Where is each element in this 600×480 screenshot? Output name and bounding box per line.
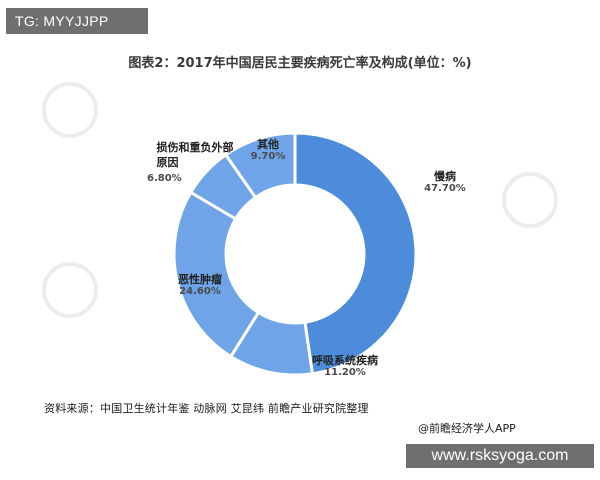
- watermark-icon: [502, 172, 558, 228]
- slice-value-label: 9.70%: [250, 151, 286, 162]
- slice-value-label: 24.60%: [179, 286, 221, 297]
- chart-title: 图表2：2017年中国居民主要疾病死亡率及构成(单位：%): [128, 56, 472, 71]
- slice-value-label: 11.20%: [324, 367, 366, 378]
- brand-line: @前瞻经济学人APP: [418, 422, 516, 435]
- donut-slice: [223, 131, 297, 200]
- watermark-icon: [42, 82, 98, 138]
- slice-value-label: 47.70%: [424, 183, 466, 194]
- watermark-icon: [42, 262, 98, 318]
- url-label: www.rsksyoga.com: [406, 444, 594, 468]
- slice-label: 慢病: [434, 170, 456, 183]
- donut-slice: [293, 131, 418, 376]
- slice-label: 其他: [257, 138, 279, 151]
- source-line: 资料来源：中国卫生统计年鉴 动脉网 艾昆纬 前瞻产业研究院整理: [44, 402, 369, 415]
- slice-label: 损伤和重负外部 原因: [156, 141, 234, 169]
- slice-value-label: 6.80%: [147, 173, 182, 184]
- donut-slice: [172, 190, 261, 359]
- slice-label: 呼吸系统疾病: [312, 354, 378, 367]
- slice-label: 恶性肿瘤: [178, 273, 222, 286]
- tag-label: TG: MYYJJPP: [6, 8, 148, 34]
